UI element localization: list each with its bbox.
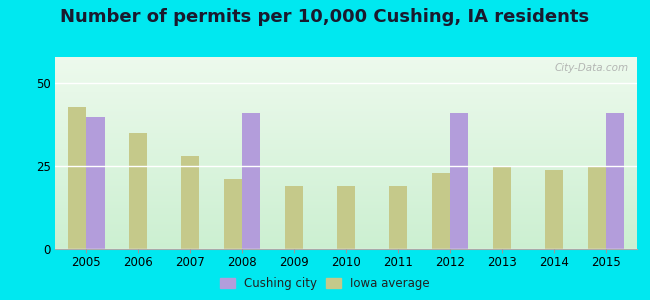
Bar <box>545 169 563 249</box>
Text: City-Data.com: City-Data.com <box>554 63 629 73</box>
Bar <box>337 186 355 249</box>
Bar <box>493 166 511 249</box>
Bar <box>285 186 304 249</box>
Bar <box>588 166 606 249</box>
Bar <box>86 117 105 249</box>
Bar <box>450 113 468 249</box>
Bar <box>181 156 200 249</box>
Text: Number of permits per 10,000 Cushing, IA residents: Number of permits per 10,000 Cushing, IA… <box>60 8 590 26</box>
Bar <box>129 133 148 249</box>
Bar <box>224 179 242 249</box>
Bar <box>432 173 450 249</box>
Bar <box>68 107 86 249</box>
Legend: Cushing city, Iowa average: Cushing city, Iowa average <box>218 275 432 292</box>
Bar <box>389 186 407 249</box>
Bar <box>242 113 261 249</box>
Bar <box>606 113 624 249</box>
